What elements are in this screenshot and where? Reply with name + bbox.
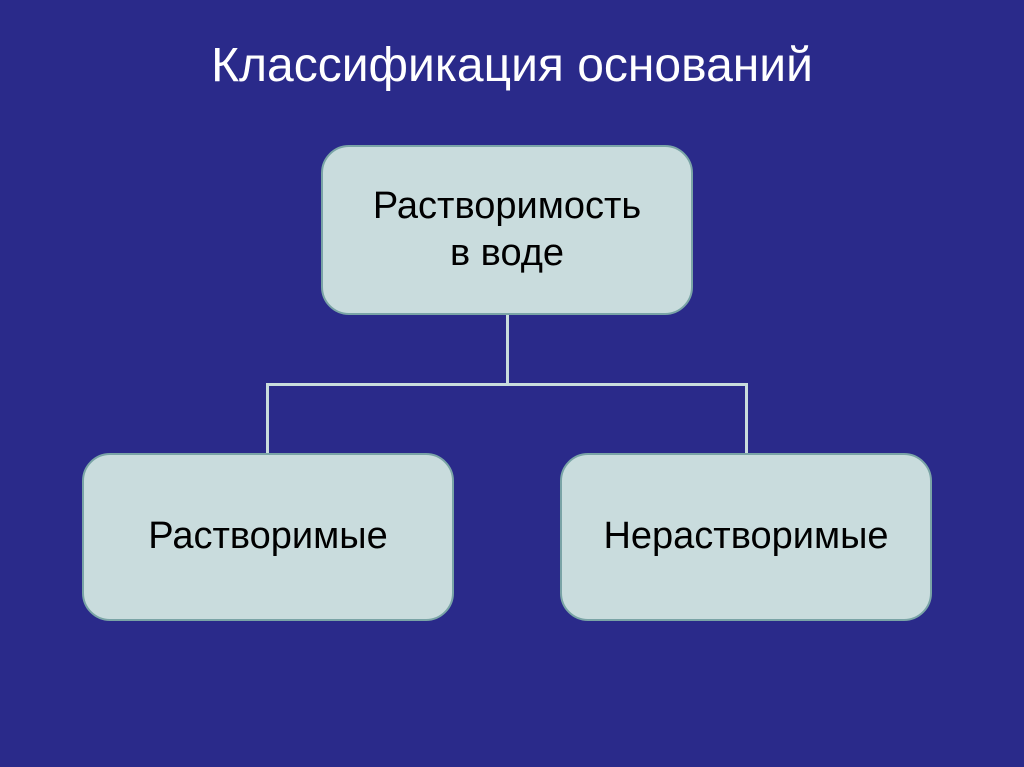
tree-child-right-label: Нерастворимые bbox=[603, 513, 888, 561]
tree-root-line1: Растворимость bbox=[373, 183, 641, 231]
tree-child-left-label: Растворимые bbox=[148, 513, 387, 561]
connector-root-down bbox=[506, 315, 509, 385]
tree-child-right-box: Нерастворимые bbox=[560, 453, 932, 621]
tree-root-box: Растворимость в воде bbox=[321, 145, 693, 315]
connector-horizontal bbox=[266, 383, 748, 386]
tree-child-left-box: Растворимые bbox=[82, 453, 454, 621]
connector-left-down bbox=[266, 383, 269, 453]
connector-right-down bbox=[745, 383, 748, 453]
tree-root-line2: в воде bbox=[450, 230, 564, 278]
slide-title: Классификация оснований bbox=[0, 38, 1024, 93]
